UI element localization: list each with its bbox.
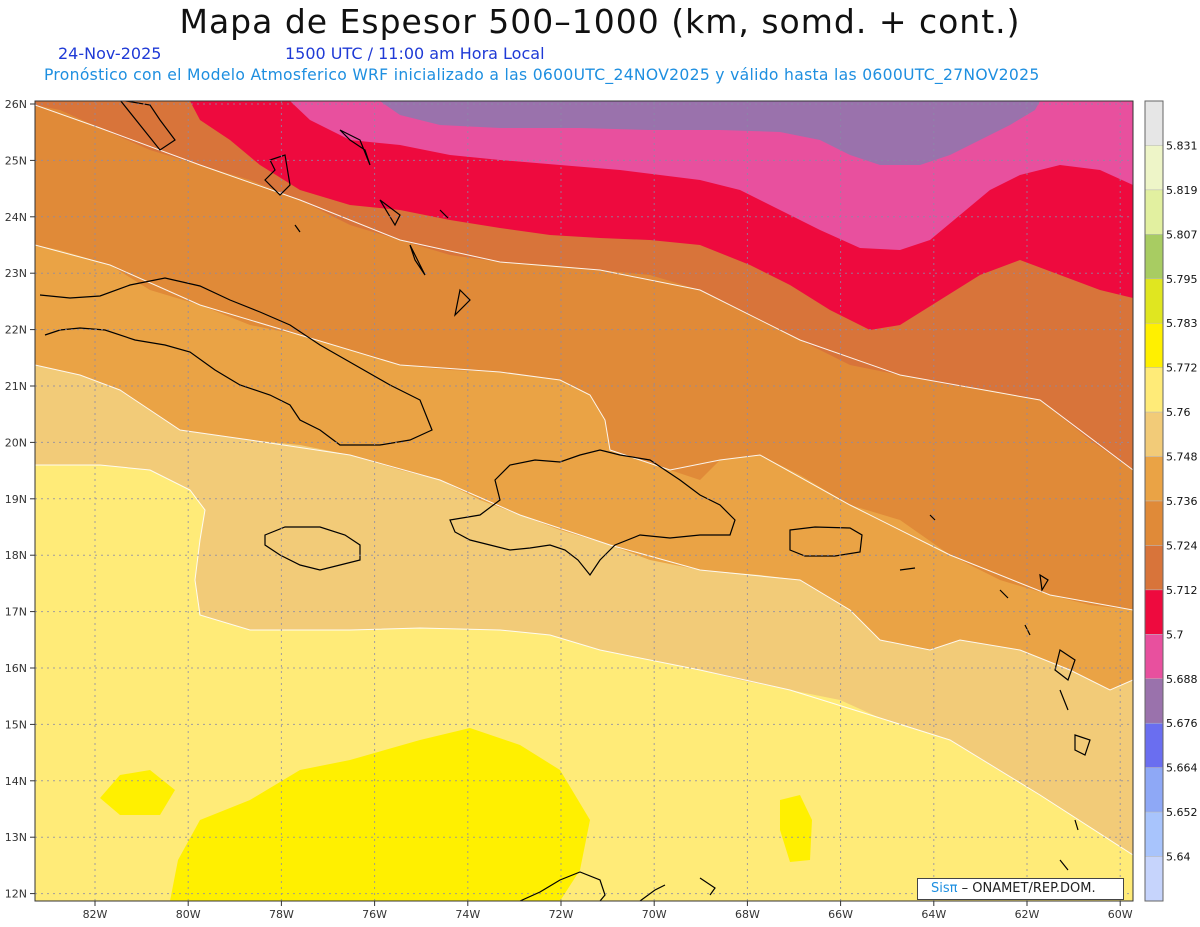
lon-label: 80W (176, 908, 201, 921)
lat-label: 26N (5, 98, 27, 111)
colorbar-swatch (1144, 411, 1164, 457)
lat-label: 15N (5, 718, 27, 731)
colorbar-swatch (1144, 189, 1164, 235)
lon-label: 60W (1108, 908, 1133, 921)
colorbar-swatch (1144, 456, 1164, 502)
lon-label: 82W (83, 908, 108, 921)
band-5772 (170, 728, 590, 901)
coastline-hispaniola (449, 449, 736, 577)
colorbar-label: 5.724 (1166, 539, 1198, 552)
colorbar-swatch (1144, 678, 1164, 724)
thickness-fill (35, 101, 1133, 901)
colorbar-swatch (1144, 545, 1164, 591)
forecast-description: Pronóstico con el Modelo Atmosferico WRF… (44, 66, 1040, 84)
lat-label: 19N (5, 493, 27, 506)
valid-time: 1500 UTC / 11:00 am Hora Local (285, 44, 545, 63)
coastline-puerto-rico (789, 526, 863, 557)
credit-box: Sisπ – ONAMET/REP.DOM. (917, 878, 1124, 900)
coastline-bahamas (120, 101, 471, 317)
colorbar-label: 5.76 (1166, 406, 1191, 419)
colorbar-swatch (1144, 767, 1164, 813)
colorbar-swatch (1144, 367, 1164, 413)
contour-lines (35, 104, 1133, 856)
lat-label: 13N (5, 831, 27, 844)
colorbar-label: 5.676 (1166, 717, 1198, 730)
map-title: Mapa de Espesor 500–1000 (km, somd. + co… (179, 2, 1021, 41)
colorbar-label: 5.736 (1166, 495, 1198, 508)
colorbar-swatch (1144, 278, 1164, 324)
coastline-jamaica (264, 526, 361, 571)
lat-label: 12N (5, 888, 27, 901)
lon-label: 62W (1015, 908, 1040, 921)
band-5676 (380, 101, 1040, 165)
lon-label: 74W (455, 908, 480, 921)
colorbar-label: 5.819 (1166, 184, 1198, 197)
colorbar-label: 5.664 (1166, 762, 1198, 775)
lat-label: 17N (5, 606, 27, 619)
lon-label: 76W (362, 908, 387, 921)
valid-date: 24-Nov-2025 (58, 44, 162, 63)
coastline-south-america (519, 871, 716, 901)
gridlines (35, 101, 1133, 901)
colorbar-label: 5.795 (1166, 273, 1198, 286)
colorbar-swatch (1144, 589, 1164, 635)
colorbar-label: 5.807 (1166, 228, 1198, 241)
colorbar-swatch (1144, 500, 1164, 546)
colorbar-label: 5.712 (1166, 584, 1198, 597)
colorbar-label: 5.652 (1166, 806, 1198, 819)
lon-label: 66W (828, 908, 853, 921)
lat-label: 23N (5, 267, 27, 280)
colorbar-swatch (1144, 145, 1164, 191)
colorbar-swatch (1144, 811, 1164, 857)
colorbar-label: 5.688 (1166, 673, 1198, 686)
colorbar-swatch (1144, 856, 1164, 902)
band-5772-patch-east (780, 795, 812, 862)
credit-brand: Sisπ (931, 881, 958, 896)
longitude-labels: 82W 80W 78W 76W 74W 72W 70W 68W 66W 64W 62W 60W (83, 901, 1133, 921)
lat-label: 18N (5, 549, 27, 562)
colorbar-label: 5.783 (1166, 317, 1198, 330)
coastline-lesser-antilles (899, 514, 1091, 871)
lat-label: 25N (5, 154, 27, 167)
colorbar-swatch (1144, 100, 1164, 146)
lat-label: 16N (5, 662, 27, 675)
colorbar-label: 5.64 (1166, 851, 1191, 864)
lat-label: 21N (5, 380, 27, 393)
lon-label: 68W (735, 908, 760, 921)
latitude-labels: 26N 25N 24N 23N 22N 21N 20N 19N 18N 17N 16N 15N 14N 1… (5, 98, 35, 901)
colorbar: 5.831 5.819 5.807 5.795 5.783 5.772 5.76 5.748 5… (1144, 100, 1198, 902)
colorbar-label: 5.7 (1166, 628, 1184, 641)
lon-label: 72W (549, 908, 574, 921)
colorbar-label: 5.748 (1166, 451, 1198, 464)
lon-label: 70W (642, 908, 667, 921)
credit-text: – ONAMET/REP.DOM. (961, 881, 1096, 896)
lon-label: 78W (269, 908, 294, 921)
colorbar-swatch (1144, 722, 1164, 768)
plot-frame (34, 100, 1134, 902)
lat-label: 22N (5, 324, 27, 337)
lon-label: 64W (921, 908, 946, 921)
lat-label: 20N (5, 436, 27, 449)
colorbar-frame (1144, 100, 1164, 902)
colorbar-label: 5.772 (1166, 362, 1198, 375)
colorbar-swatch (1144, 634, 1164, 680)
lat-label: 14N (5, 775, 27, 788)
colorbar-swatch (1144, 234, 1164, 280)
lat-label: 24N (5, 211, 27, 224)
colorbar-label: 5.831 (1166, 139, 1198, 152)
colorbar-swatch (1144, 322, 1164, 368)
